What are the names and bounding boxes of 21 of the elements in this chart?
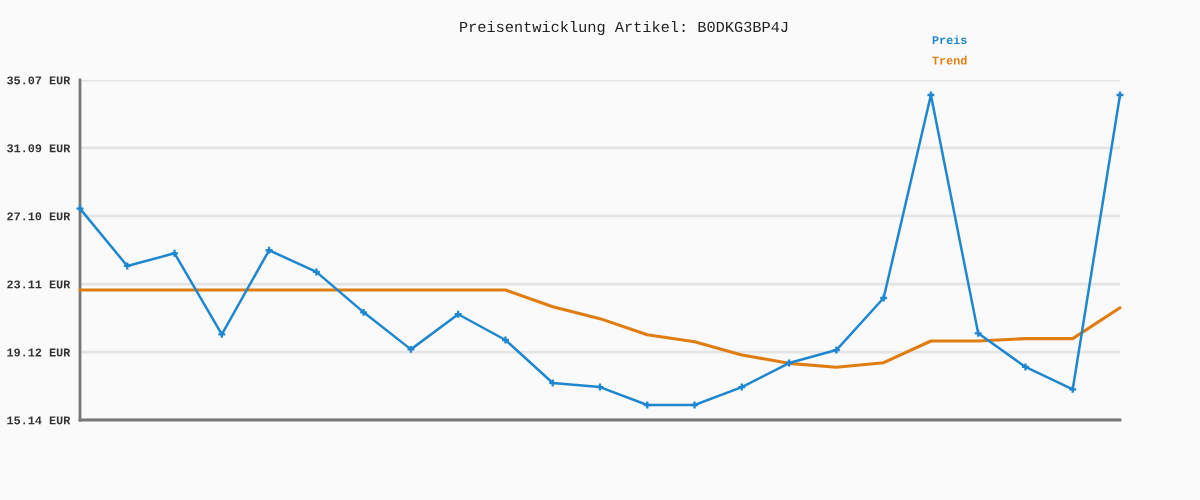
point bbox=[312, 268, 320, 276]
y-tick-label: 23.11 EUR bbox=[7, 280, 71, 289]
point bbox=[76, 205, 84, 213]
point bbox=[171, 249, 179, 257]
point bbox=[1021, 363, 1029, 371]
point bbox=[880, 294, 888, 302]
point bbox=[691, 401, 699, 409]
point bbox=[832, 346, 840, 354]
point bbox=[501, 336, 509, 344]
text: Preis bbox=[932, 35, 967, 45]
y-tick-label: 31.09 EUR bbox=[7, 144, 71, 153]
point bbox=[407, 345, 415, 353]
chart-title: Preisentwicklung Artikel: B0DKG3BP4J bbox=[460, 20, 788, 36]
point bbox=[218, 330, 226, 338]
y-tick-label: 19.12 EUR bbox=[7, 348, 71, 357]
y-tick-label: 15.14 EUR bbox=[7, 416, 71, 425]
y-tick-label: 27.10 EUR bbox=[7, 212, 71, 221]
point bbox=[360, 308, 368, 316]
y-tick-label: 35.07 EUR bbox=[7, 76, 71, 85]
line-series bbox=[78, 288, 1122, 369]
text: Trend bbox=[932, 55, 967, 65]
